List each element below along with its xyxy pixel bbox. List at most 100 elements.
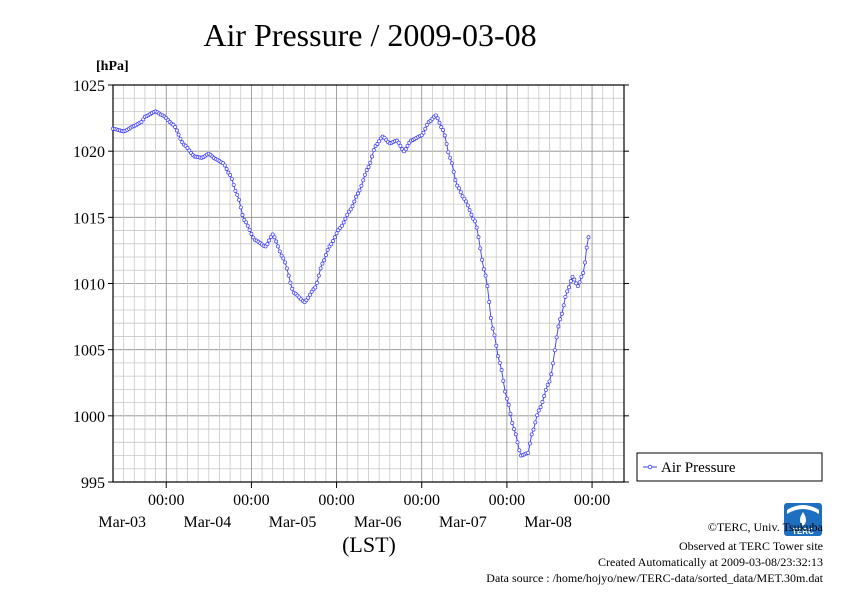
- data-point: [178, 136, 183, 141]
- data-point: [442, 133, 447, 138]
- data-point: [485, 284, 490, 289]
- data-point: [481, 267, 486, 272]
- data-point: [444, 141, 449, 146]
- data-point: [483, 273, 488, 278]
- data-point: [352, 199, 357, 204]
- data-point: [405, 143, 410, 148]
- data-point: [355, 191, 360, 196]
- data-point: [363, 172, 367, 177]
- data-point: [350, 204, 355, 209]
- data-point: [515, 440, 520, 445]
- data-point: [284, 266, 289, 271]
- data-point: [575, 284, 580, 289]
- credit-data-source: Data source : /home/hojyo/new/TERC-data/…: [486, 571, 823, 585]
- data-point: [276, 244, 280, 249]
- data-point: [419, 133, 424, 138]
- data-point: [425, 122, 430, 127]
- data-point: [332, 235, 337, 240]
- data-point: [240, 213, 245, 217]
- data-point: [577, 280, 582, 285]
- data-point: [231, 182, 236, 187]
- data-point: [433, 113, 438, 118]
- data-point: [501, 378, 506, 383]
- data-point: [341, 220, 346, 225]
- chart-title: Air Pressure / 2009-03-08: [203, 17, 536, 53]
- data-point: [510, 421, 515, 425]
- data-point: [559, 311, 564, 316]
- data-point: [568, 279, 573, 284]
- x-tick-label-date: Mar-04: [184, 514, 232, 531]
- data-point: [403, 147, 408, 152]
- terc-logo-drop: [800, 512, 806, 526]
- data-point: [543, 387, 548, 392]
- y-tick-label: 1000: [73, 409, 105, 426]
- x-tick-labels: 00:00Mar-0300:00Mar-0400:00Mar-0500:00Ma…: [98, 492, 610, 531]
- x-tick-label-date: Mar-05: [269, 514, 317, 531]
- data-point: [579, 274, 584, 279]
- data-point: [316, 273, 321, 278]
- terc-logo-wave: [787, 505, 819, 514]
- y-tick-label: 1020: [73, 144, 105, 161]
- data-point: [453, 178, 458, 183]
- y-tick-label: 1010: [73, 277, 105, 294]
- x-tick-label-time: 00:00: [318, 492, 354, 509]
- data-point: [496, 354, 500, 359]
- data-point: [357, 188, 362, 193]
- data-point: [306, 295, 311, 300]
- y-tick-label: 1025: [73, 78, 105, 95]
- data-point: [474, 225, 479, 230]
- credit-copyright: ©TERC, Univ. Tsukuba: [708, 520, 824, 534]
- data-point: [281, 256, 286, 261]
- data-point: [238, 205, 243, 210]
- data-point: [535, 413, 540, 418]
- y-tick-label: 1015: [73, 210, 105, 227]
- data-point: [288, 280, 293, 285]
- credit-observed: Observed at TERC Tower site: [679, 539, 823, 553]
- data-point: [540, 400, 545, 404]
- data-point: [572, 277, 577, 282]
- data-point: [464, 199, 469, 204]
- data-point: [556, 324, 561, 329]
- data-point: [229, 176, 234, 181]
- data-point: [368, 160, 373, 165]
- data-point: [536, 408, 541, 413]
- grid-lines: [113, 85, 624, 482]
- data-point: [423, 126, 428, 131]
- data-point: [343, 216, 348, 221]
- data-point: [176, 132, 181, 137]
- data-point: [339, 223, 344, 228]
- data-point: [455, 183, 460, 188]
- data-point: [304, 298, 309, 303]
- data-point: [533, 420, 538, 425]
- data-point: [315, 280, 319, 285]
- data-point: [467, 208, 472, 213]
- data-point: [531, 427, 536, 432]
- data-point: [237, 197, 241, 202]
- data-point: [570, 274, 575, 279]
- data-point: [494, 343, 499, 348]
- data-point: [322, 258, 327, 263]
- x-tick-label-time: 00:00: [574, 492, 610, 509]
- data-point: [554, 335, 559, 340]
- data-point: [448, 155, 453, 160]
- data-point: [265, 242, 270, 247]
- data-point: [228, 173, 233, 177]
- data-point: [309, 289, 314, 294]
- data-point: [567, 285, 571, 290]
- legend-label-air-pressure: Air Pressure: [661, 460, 736, 476]
- data-point: [552, 348, 557, 353]
- y-axis-unit-label: [hPa]: [96, 59, 129, 74]
- data-point: [235, 192, 240, 197]
- data-point: [274, 239, 279, 244]
- data-point: [233, 188, 238, 193]
- data-point: [565, 289, 570, 294]
- data-point: [277, 249, 282, 254]
- data-point: [437, 120, 442, 125]
- data-point: [508, 411, 513, 416]
- data-point: [366, 165, 371, 169]
- data-point: [375, 142, 380, 146]
- x-tick-label-date: Mar-06: [354, 514, 402, 531]
- data-point: [476, 235, 481, 240]
- x-tick-label-time: 00:00: [489, 492, 525, 509]
- data-point: [371, 148, 376, 153]
